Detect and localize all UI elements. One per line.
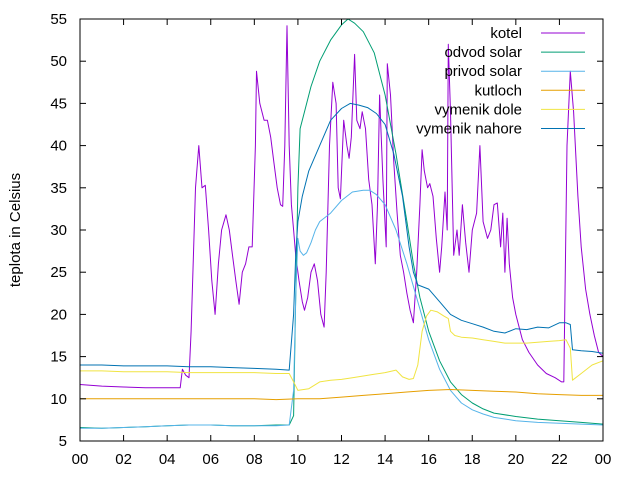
series-line-kutloch — [80, 389, 603, 401]
legend-label: vymenik dole — [434, 101, 522, 118]
x-tick-label: 20 — [507, 451, 524, 468]
x-tick-label: 08 — [246, 451, 263, 468]
x-tick-label: 00 — [72, 451, 89, 468]
y-tick-label: 50 — [50, 53, 67, 70]
y-tick-label: 40 — [50, 138, 67, 155]
y-tick-label: 45 — [50, 95, 67, 112]
y-tick-label: 30 — [50, 222, 67, 239]
x-tick-label: 00 — [595, 451, 612, 468]
ticks-layer: 5 10 15 20 25 30 35 40 45 50 55 00 02 04 06 08 10 12 14 16 1… — [50, 11, 611, 468]
series-line-vymenik-nahore — [80, 102, 604, 371]
legend-label: vymenik nahore — [416, 121, 522, 138]
x-tick-label: 12 — [333, 451, 350, 468]
legend-label: kotel — [490, 25, 522, 42]
series-line-kotel — [79, 25, 604, 389]
y-tick-label: 20 — [50, 306, 67, 323]
y-tick-label: 55 — [50, 11, 67, 28]
series-layer — [79, 18, 604, 429]
y-tick-label: 15 — [50, 349, 67, 366]
series-line-privod-solar — [80, 189, 604, 429]
x-tick-label: 14 — [377, 451, 394, 468]
legend-label: privod solar — [444, 63, 522, 80]
x-tick-label: 10 — [290, 451, 307, 468]
x-tick-label: 16 — [420, 451, 437, 468]
y-tick-label: 35 — [50, 180, 67, 197]
y-tick-label: 5 — [59, 433, 67, 450]
x-tick-label: 02 — [115, 451, 132, 468]
y-tick-label: 25 — [50, 264, 67, 281]
legend: kotel odvod solar privod solar kutloch vymen… — [416, 25, 585, 138]
legend-label: kutloch — [474, 82, 522, 99]
series-line-vymenik-dole — [80, 309, 604, 391]
x-tick-label: 18 — [464, 451, 481, 468]
x-tick-label: 06 — [202, 451, 219, 468]
x-tick-label: 22 — [551, 451, 568, 468]
legend-label: odvod solar — [444, 44, 522, 61]
y-axis-label: teplota in Celsius — [7, 173, 24, 287]
y-tick-label: 10 — [50, 391, 67, 408]
x-tick-label: 04 — [159, 451, 176, 468]
